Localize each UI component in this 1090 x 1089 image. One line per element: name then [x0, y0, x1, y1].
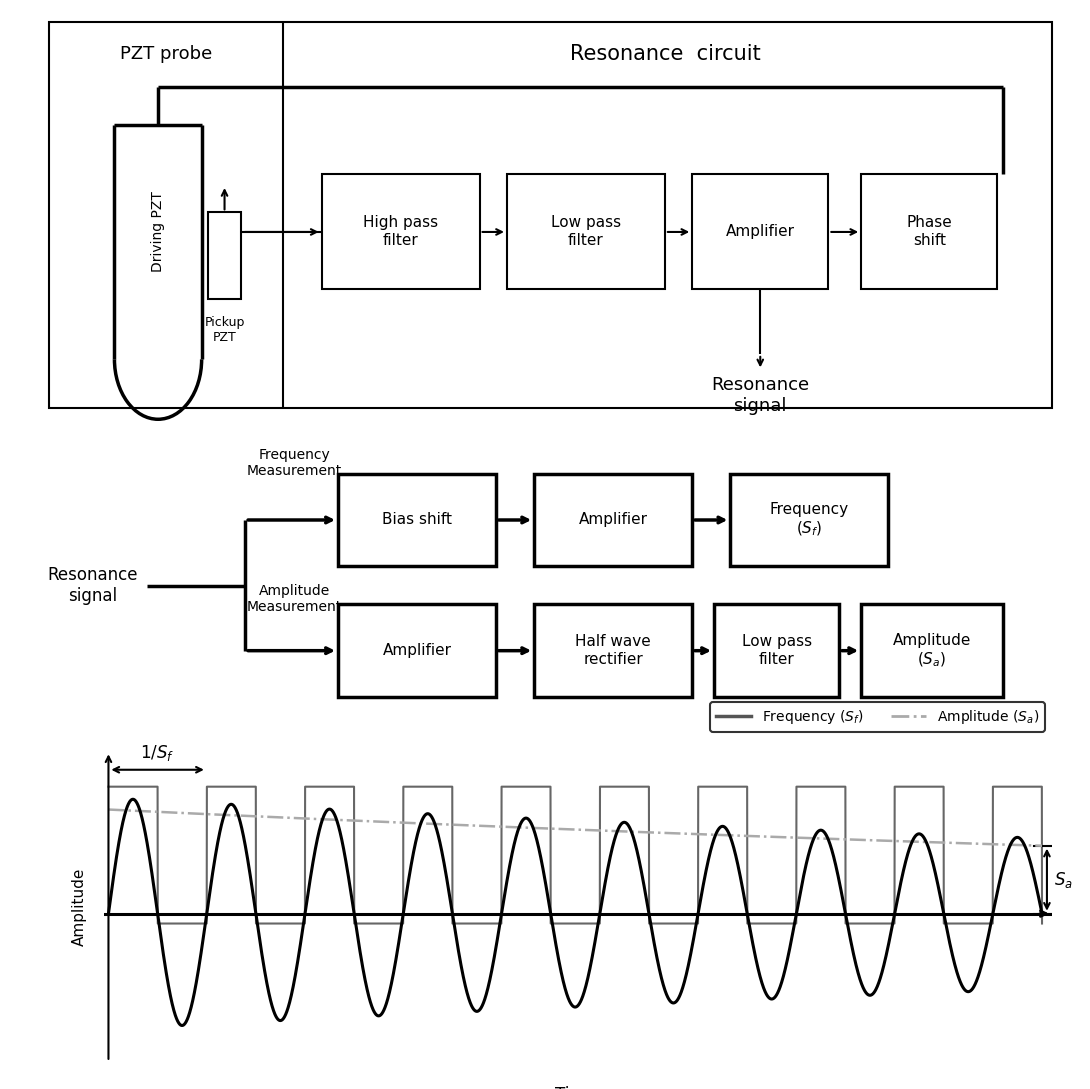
Bar [714, 604, 839, 697]
Text: Phase
shift: Phase shift [907, 216, 952, 247]
Text: Low pass
filter: Low pass filter [550, 216, 621, 247]
Text: $1/S_f$: $1/S_f$ [141, 743, 174, 762]
Bar [322, 174, 480, 289]
Bar [208, 212, 241, 299]
Text: Frequency
($S_f$): Frequency ($S_f$) [770, 502, 849, 538]
Text: $S_a$: $S_a$ [1054, 870, 1073, 890]
Text: Low pass
filter: Low pass filter [741, 635, 812, 666]
Bar [861, 604, 1003, 697]
Bar [338, 474, 496, 566]
Bar [49, 22, 1052, 408]
Bar [692, 174, 828, 289]
Bar [534, 474, 692, 566]
Text: Resonance  circuit: Resonance circuit [569, 45, 761, 64]
Bar [861, 174, 997, 289]
Legend: Frequency ($S_f$), Amplitude ($S_a$): Frequency ($S_f$), Amplitude ($S_a$) [711, 702, 1045, 732]
Text: Half wave
rectifier: Half wave rectifier [576, 635, 651, 666]
Text: Pickup
PZT: Pickup PZT [204, 316, 245, 344]
Bar [507, 174, 665, 289]
Bar [730, 474, 888, 566]
Text: Amplifier: Amplifier [726, 224, 795, 238]
Text: Bias shift: Bias shift [382, 513, 452, 527]
Text: Resonance
signal: Resonance signal [711, 376, 810, 415]
Text: High pass
filter: High pass filter [363, 216, 438, 247]
Text: Amplitude: Amplitude [72, 868, 86, 945]
Text: PZT probe: PZT probe [120, 46, 211, 63]
Bar [534, 604, 692, 697]
Text: Amplifier: Amplifier [383, 644, 451, 658]
Text: Resonance
signal: Resonance signal [47, 566, 138, 605]
Text: Frequency
Measurement: Frequency Measurement [246, 448, 342, 478]
Text: Driving PZT: Driving PZT [152, 191, 165, 272]
Text: Time: Time [555, 1086, 595, 1089]
Bar [338, 604, 496, 697]
Text: Amplifier: Amplifier [579, 513, 647, 527]
Text: Amplitude
Measurement: Amplitude Measurement [246, 584, 342, 614]
Text: Amplitude
($S_a$): Amplitude ($S_a$) [893, 633, 971, 669]
